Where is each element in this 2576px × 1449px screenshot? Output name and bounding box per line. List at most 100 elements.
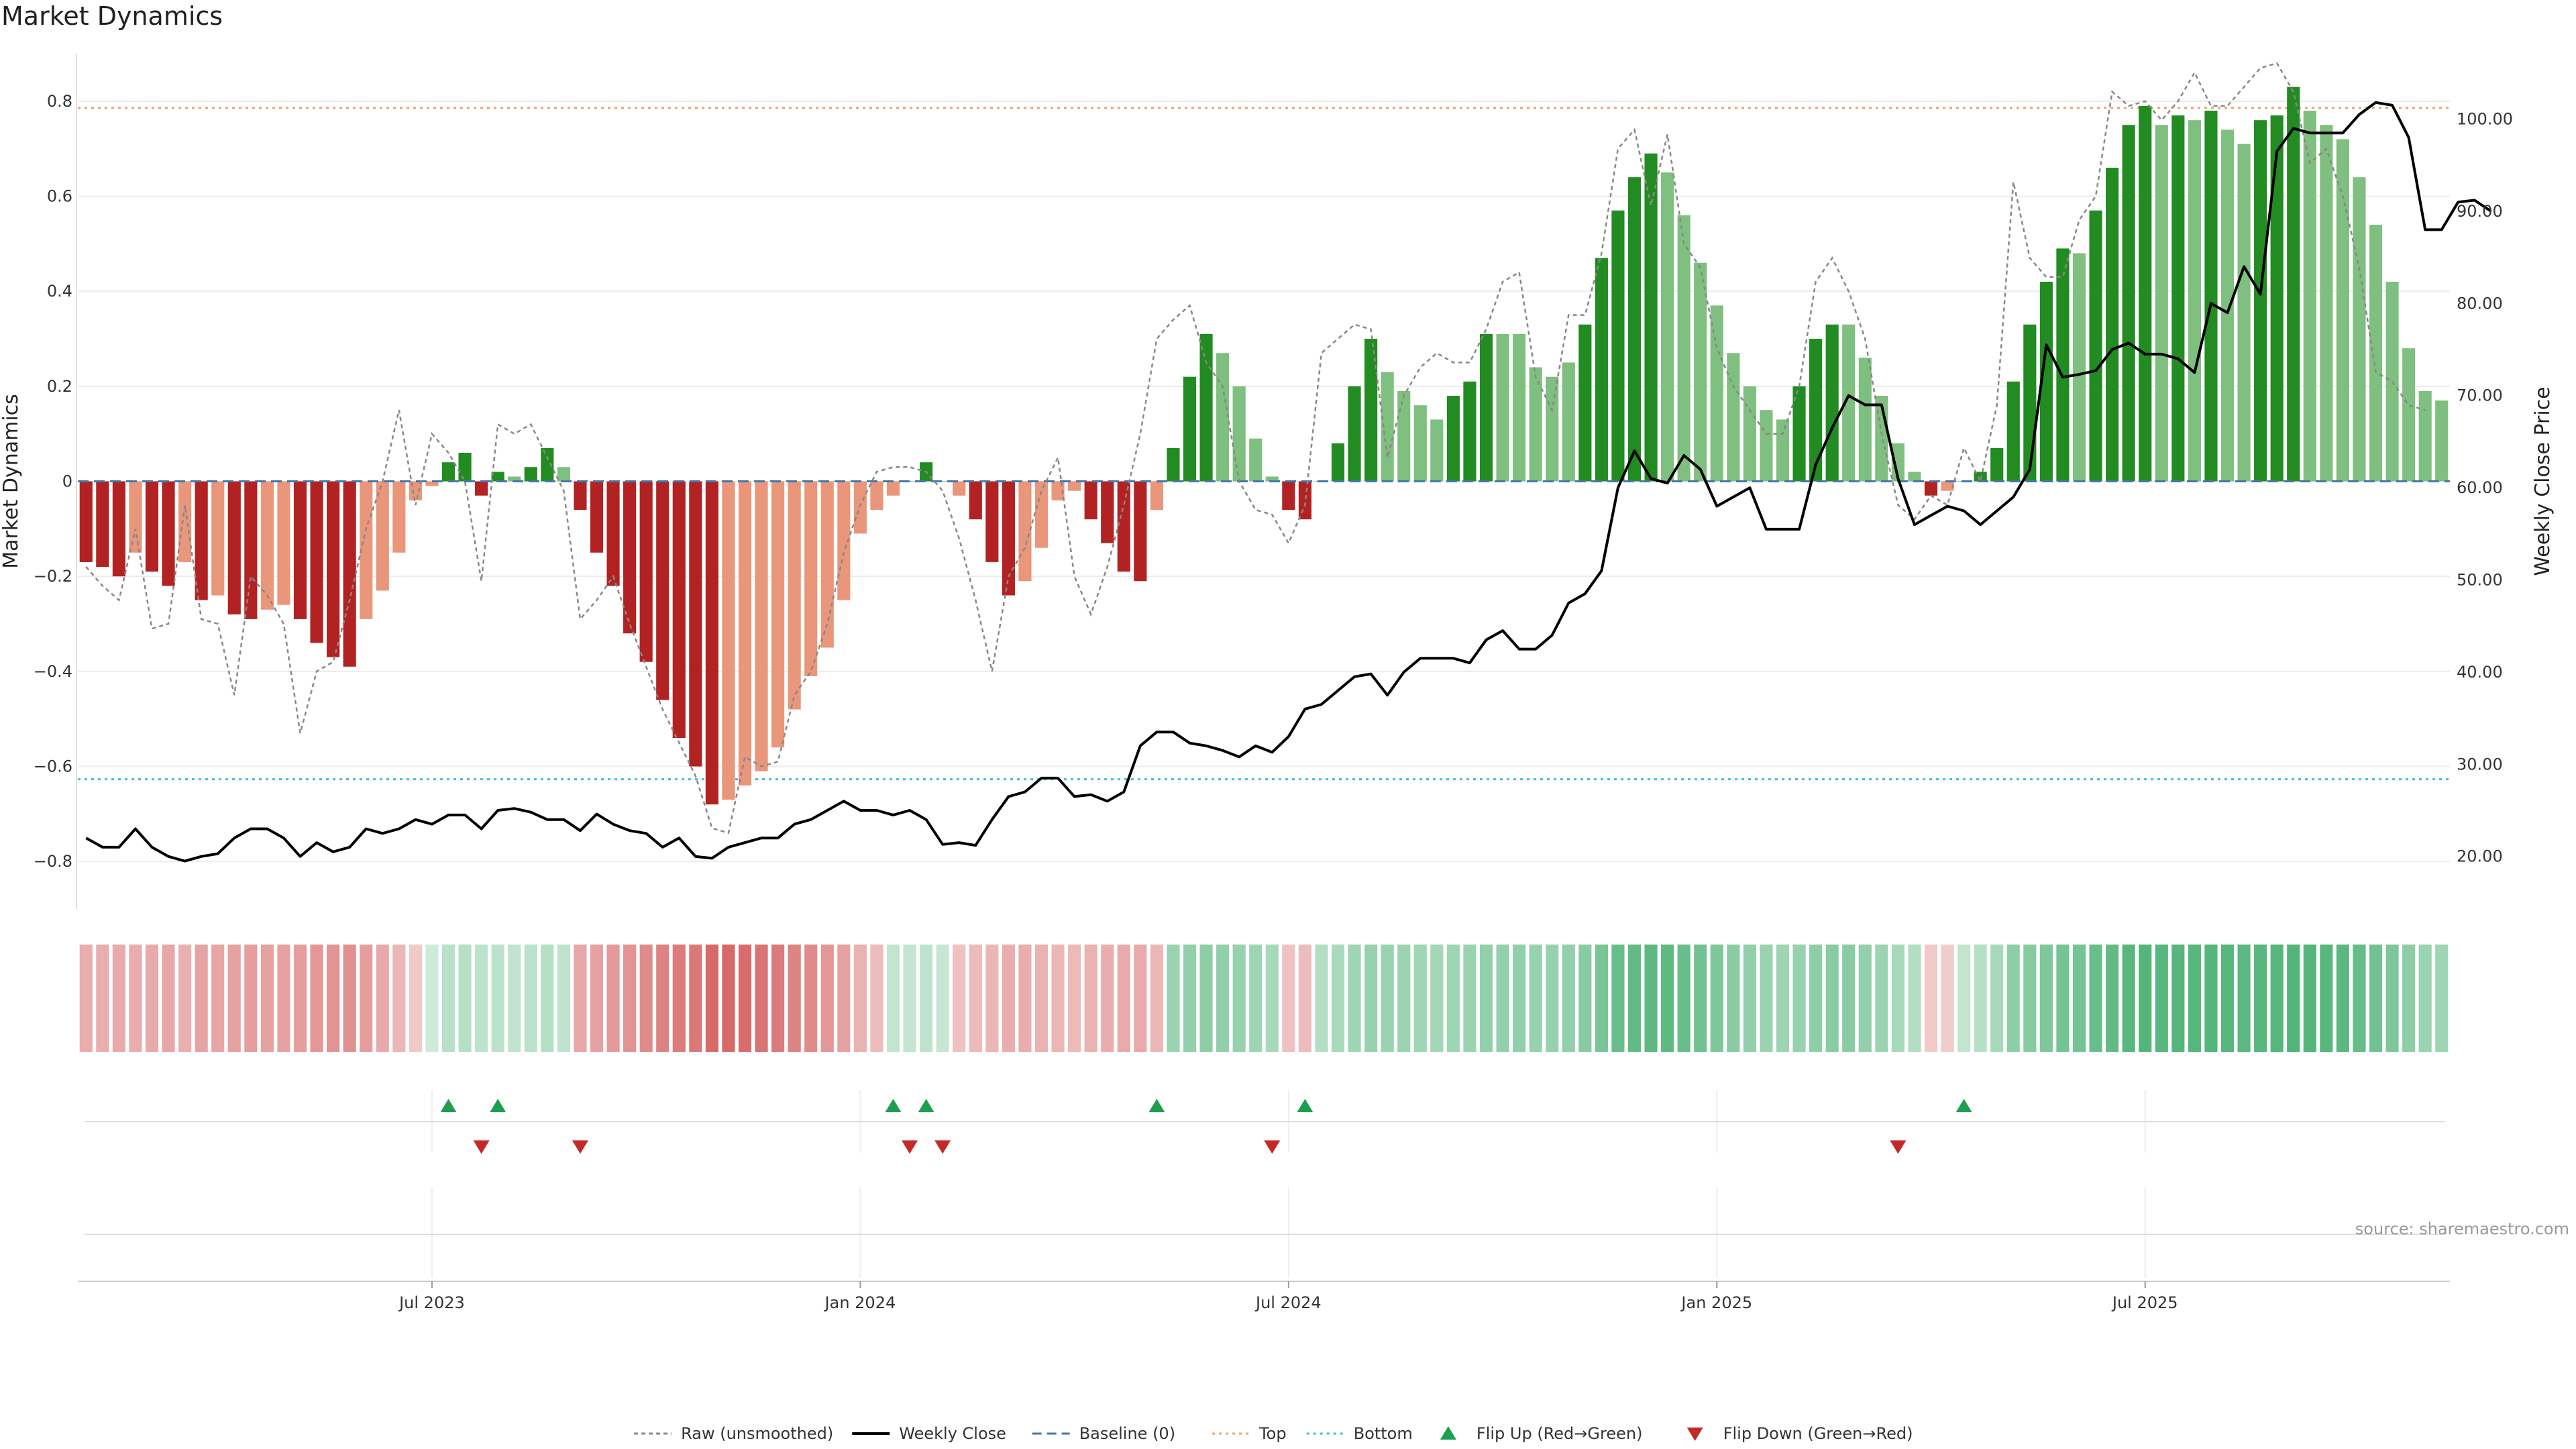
dynamics-bar	[1941, 481, 1954, 491]
heat-strip-cell	[738, 945, 752, 1052]
heat-strip-cell	[1117, 945, 1130, 1052]
heat-strip-cell	[1167, 945, 1180, 1052]
y-tick-label: −0.2	[34, 567, 72, 586]
heat-strip-cell	[903, 945, 916, 1052]
heat-strip-cell	[1282, 945, 1295, 1052]
dynamics-bar	[327, 481, 340, 657]
x-tick-label: Jul 2024	[1254, 1293, 1322, 1312]
heat-strip-cell	[1199, 945, 1213, 1052]
dynamics-bar	[475, 481, 488, 496]
heat-strip-cell	[2006, 945, 2020, 1052]
heat-strip-cell	[458, 945, 472, 1052]
dynamics-bar	[1529, 367, 1542, 482]
heat-strip-cell	[2237, 945, 2251, 1052]
dynamics-bar	[1034, 481, 1049, 548]
dynamics-bar	[1974, 472, 1987, 482]
heat-strip-cell	[1562, 945, 1575, 1052]
dynamics-bar	[1760, 410, 1773, 482]
dynamics-bar	[969, 481, 982, 520]
flip-up-marker	[490, 1099, 506, 1112]
dynamics-bar	[2270, 115, 2284, 482]
dynamics-bar	[837, 481, 851, 600]
dynamics-bar	[1084, 481, 1097, 520]
heat-strip-cell	[870, 945, 883, 1052]
legend-weekly-close: Weekly Close	[852, 1424, 1006, 1443]
dynamics-bar	[1924, 481, 1938, 496]
heat-strip-cell	[969, 945, 982, 1052]
dynamics-bar	[590, 481, 604, 553]
legend-label: Flip Up (Red→Green)	[1477, 1424, 1643, 1443]
dynamics-bar	[771, 481, 785, 748]
dynamics-bar	[1627, 177, 1642, 482]
heat-strip-cell	[1842, 945, 1856, 1052]
heat-strip-cell	[1875, 945, 1888, 1052]
y-tick-label: 0	[62, 472, 72, 491]
dynamics-bar	[1908, 472, 1921, 482]
dynamics-bar	[96, 481, 109, 567]
heat-strip-cell	[1776, 945, 1790, 1052]
dynamics-bar	[244, 481, 258, 619]
heat-strip-cell	[96, 945, 109, 1052]
dynamics-bar	[458, 453, 472, 482]
heat-strip-cell	[1331, 945, 1345, 1052]
heat-strip-cell	[953, 945, 966, 1052]
dynamics-bar	[343, 481, 356, 667]
dynamics-bar	[755, 481, 768, 771]
y-tick-label: 0.4	[47, 282, 72, 301]
y2-tick-label: 40.00	[2457, 663, 2503, 682]
legend-label: Raw (unsmoothed)	[681, 1424, 833, 1443]
legend: Raw (unsmoothed) Weekly Close Baseline (0)…	[634, 1424, 1913, 1443]
heat-strip-cell	[2023, 945, 2037, 1052]
heat-strip-cell	[1891, 945, 1904, 1052]
dynamics-bar	[145, 481, 159, 572]
dynamics-bar	[574, 481, 587, 510]
dynamics-bar	[2254, 120, 2267, 482]
x-tick-label: Jul 2023	[398, 1293, 465, 1312]
y2-tick-label: 30.00	[2457, 755, 2503, 773]
heat-strip-cell	[376, 945, 389, 1052]
heat-strip-cell	[2435, 945, 2449, 1052]
y-tick-label: −0.6	[34, 757, 72, 776]
dynamics-bar	[788, 481, 801, 710]
dynamics-bar	[425, 481, 439, 486]
heat-strip-cell	[145, 945, 159, 1052]
dynamics-bar	[2336, 139, 2349, 482]
dynamics-bar	[2023, 324, 2037, 482]
heat-strip-cell	[1381, 945, 1394, 1052]
dynamics-bar	[1298, 481, 1311, 520]
heat-strip-cell	[1727, 945, 1740, 1052]
heat-strip-cell	[327, 945, 340, 1052]
flip-up-marker	[1297, 1099, 1313, 1112]
heat-strip-cell	[1546, 945, 1559, 1052]
dynamics-bar	[293, 481, 307, 619]
dynamics-bar	[2072, 253, 2086, 482]
legend-label: Bottom	[1354, 1424, 1413, 1443]
dynamics-bar	[2155, 125, 2168, 482]
heat-strip-cell	[2402, 945, 2416, 1052]
dynamics-bar	[656, 481, 669, 700]
heat-strip-cell	[1150, 945, 1163, 1052]
y2-tick-label: 80.00	[2457, 294, 2503, 313]
heat-strip-cell	[1315, 945, 1328, 1052]
dynamics-bar	[1677, 215, 1690, 482]
heat-strip-cell	[475, 945, 488, 1052]
dynamics-bar	[1397, 390, 1411, 482]
heat-strip-cell	[1364, 945, 1378, 1052]
y2-tick-label: 100.00	[2457, 110, 2513, 129]
dynamics-bar	[1183, 376, 1197, 482]
flip-up-marker	[1955, 1099, 1972, 1112]
dynamics-bar	[1661, 172, 1674, 482]
heat-strip-cell	[886, 945, 900, 1052]
dynamics-bar	[2402, 348, 2416, 482]
heat-strip-cell	[1957, 945, 1971, 1052]
dynamics-bar	[1249, 438, 1263, 482]
y2-tick-label: 20.00	[2457, 847, 2503, 866]
dynamics-bar	[2418, 390, 2432, 482]
dynamics-bar	[1578, 324, 1592, 482]
heat-strip-cell	[2106, 945, 2119, 1052]
dynamics-bar	[195, 481, 208, 600]
dynamics-bar	[985, 481, 999, 562]
dynamics-bar	[2122, 125, 2135, 482]
dynamics-bar	[2220, 129, 2235, 482]
